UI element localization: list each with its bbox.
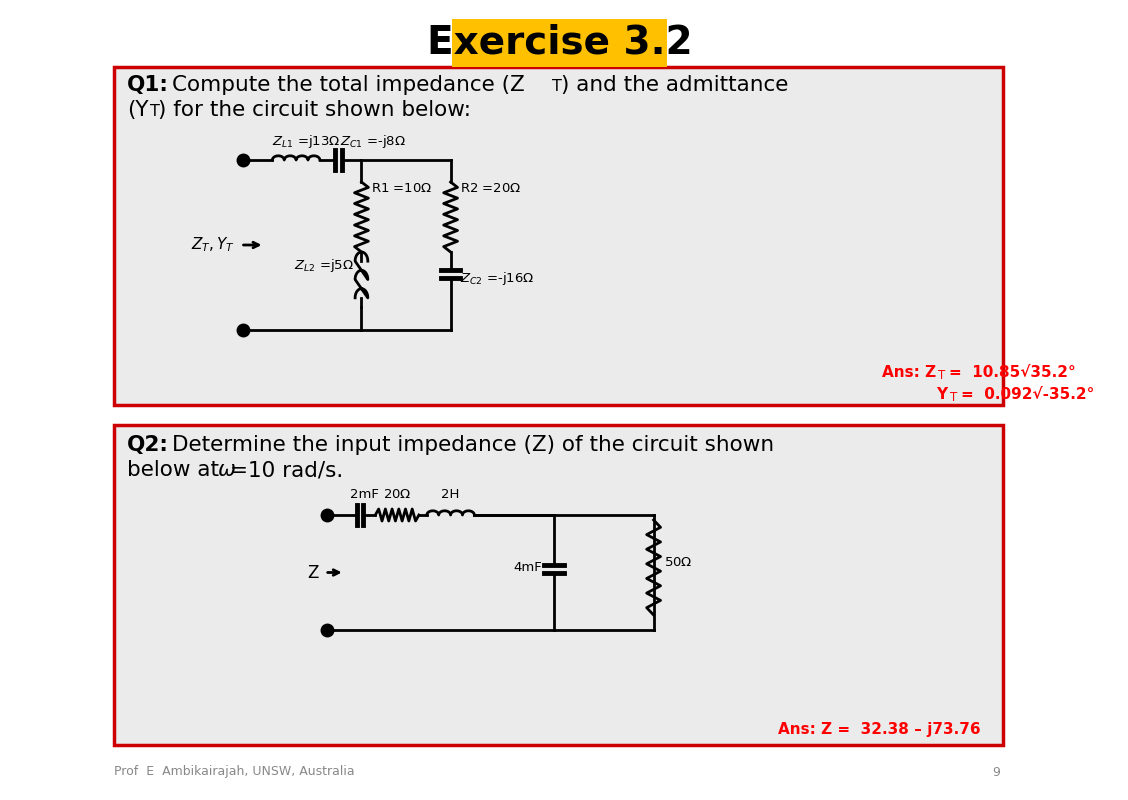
Text: ) and the admittance: ) and the admittance <box>561 75 787 95</box>
Text: T: T <box>950 391 957 404</box>
Text: $Z_{L2}$ =j5$\Omega$: $Z_{L2}$ =j5$\Omega$ <box>294 257 354 274</box>
Text: Y: Y <box>936 387 948 402</box>
Text: $Z_{L1}$ =j13$\Omega$: $Z_{L1}$ =j13$\Omega$ <box>272 133 341 150</box>
Text: 2mF: 2mF <box>350 488 379 501</box>
Text: 20$\Omega$: 20$\Omega$ <box>382 488 412 501</box>
Text: Prof  E  Ambikairajah, UNSW, Australia: Prof E Ambikairajah, UNSW, Australia <box>114 766 354 778</box>
Text: 9: 9 <box>993 766 1001 778</box>
Text: Ans: Z =  32.38 – j73.76: Ans: Z = 32.38 – j73.76 <box>778 722 980 737</box>
Text: ω: ω <box>218 460 236 480</box>
Text: =  0.092√-35.2°: = 0.092√-35.2° <box>961 387 1094 402</box>
FancyBboxPatch shape <box>451 19 668 67</box>
Text: R1 =10$\Omega$: R1 =10$\Omega$ <box>371 182 433 195</box>
Text: 2H: 2H <box>441 488 460 501</box>
Text: Q1:: Q1: <box>126 75 168 95</box>
Text: T: T <box>150 104 159 119</box>
Text: Q2:: Q2: <box>126 435 168 455</box>
Text: ) for the circuit shown below:: ) for the circuit shown below: <box>158 100 472 120</box>
Text: R2 =20$\Omega$: R2 =20$\Omega$ <box>460 182 522 195</box>
Text: $Z_{C1}$ =-j8$\Omega$: $Z_{C1}$ =-j8$\Omega$ <box>340 133 406 150</box>
Text: Determine the input impedance (Z) of the circuit shown: Determine the input impedance (Z) of the… <box>173 435 775 455</box>
Text: T: T <box>937 369 945 382</box>
Text: $Z_T, Y_T$: $Z_T, Y_T$ <box>191 236 235 254</box>
Text: =10 rad/s.: =10 rad/s. <box>230 460 343 480</box>
Text: Z: Z <box>308 563 319 582</box>
Text: Ans: Z: Ans: Z <box>882 365 936 380</box>
Text: T: T <box>552 79 562 94</box>
Text: Exercise 3.2: Exercise 3.2 <box>426 24 693 62</box>
Text: 50$\Omega$: 50$\Omega$ <box>663 556 691 569</box>
Text: =  10.85√35.2°: = 10.85√35.2° <box>949 365 1075 380</box>
Text: $Z_{C2}$ =-j16$\Omega$: $Z_{C2}$ =-j16$\Omega$ <box>460 270 535 287</box>
FancyBboxPatch shape <box>114 67 1003 405</box>
Text: Compute the total impedance (Z: Compute the total impedance (Z <box>173 75 525 95</box>
FancyBboxPatch shape <box>114 425 1003 745</box>
Text: below at: below at <box>126 460 226 480</box>
Text: (Y: (Y <box>126 100 148 120</box>
Text: 4mF: 4mF <box>513 561 543 574</box>
